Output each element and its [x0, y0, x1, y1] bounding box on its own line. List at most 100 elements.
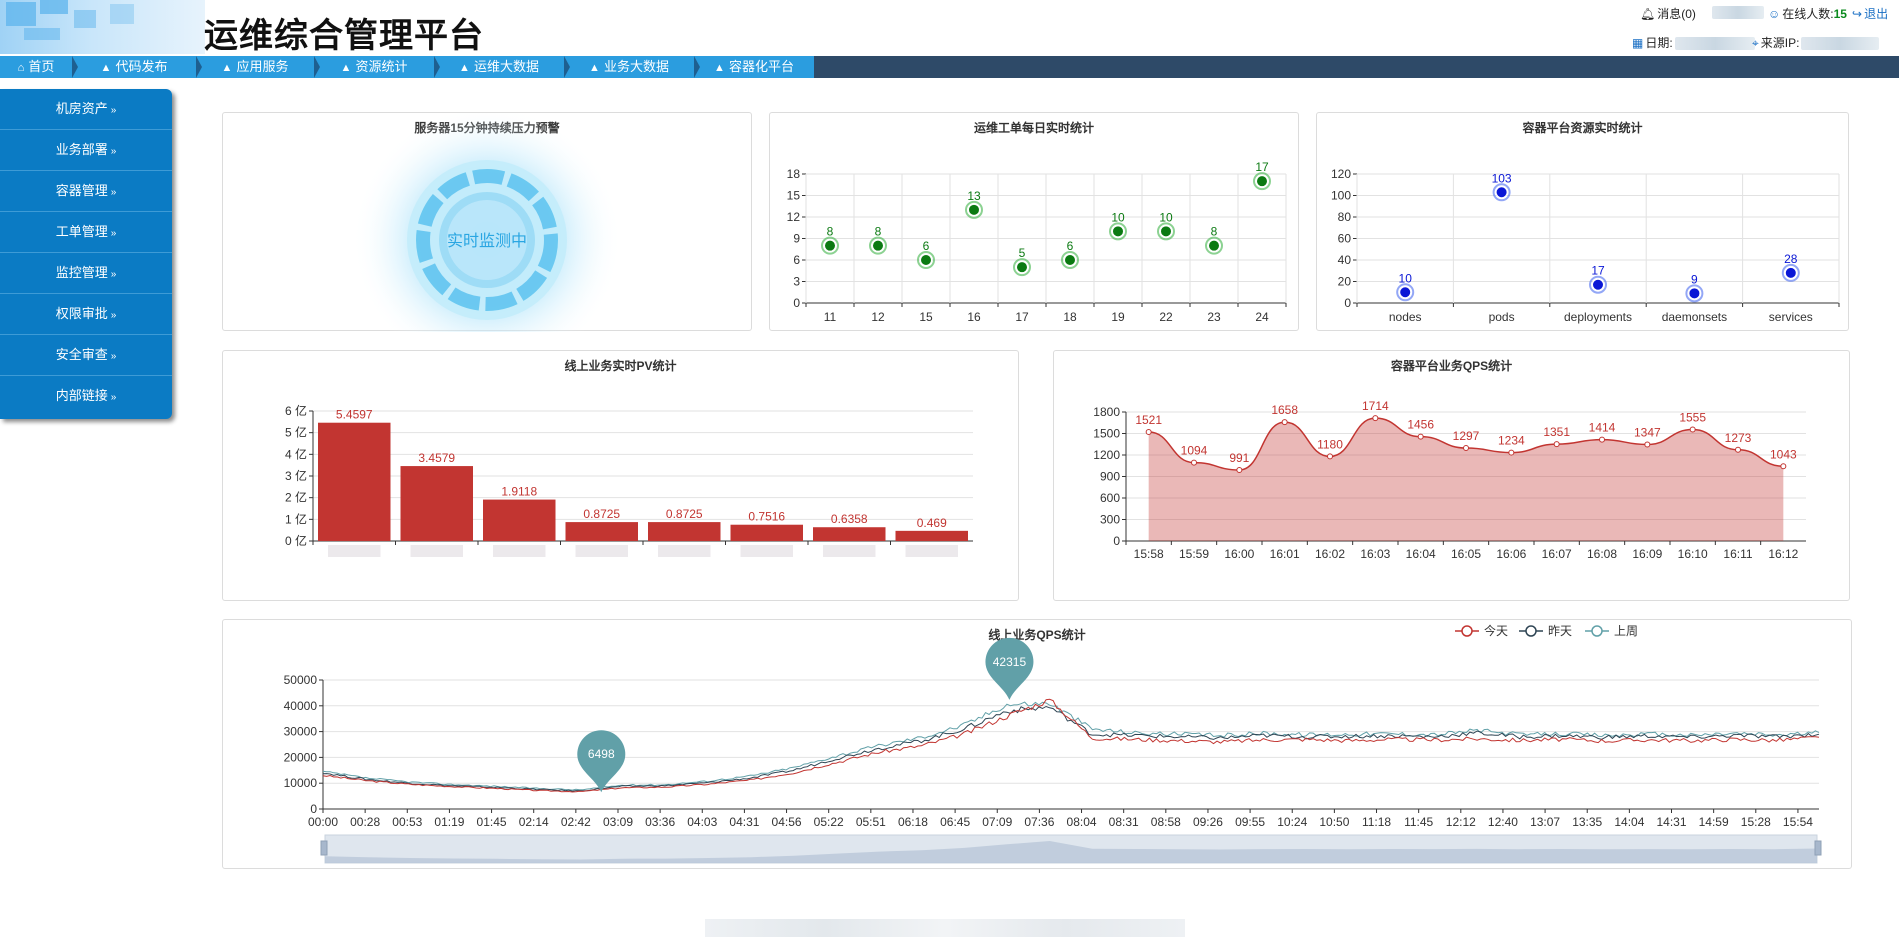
data-label: 10: [1111, 210, 1125, 224]
point-ring: [821, 236, 839, 255]
page-title: 运维综合管理平台: [204, 16, 484, 56]
nav-container-platform[interactable]: ▲ 容器化平台: [694, 56, 814, 78]
x-tick-label: deployments: [1564, 310, 1632, 324]
source-ip-blurred: [1801, 37, 1880, 51]
nav-code-release[interactable]: ▲ 代码发布: [72, 56, 202, 78]
data-point: [1688, 287, 1701, 300]
triangle-warning-icon: ▲: [340, 62, 352, 74]
data-point: [1735, 446, 1741, 453]
nav-biz-bigdata[interactable]: ▲ 业务大数据: [564, 56, 700, 78]
y-tick-label: 600: [1100, 491, 1120, 505]
pv-chart: 0 亿 1 亿 2 亿 3 亿 4 亿 5 亿 6 亿 5.4597 3.4579 1.9118 0…: [285, 403, 973, 557]
x-tick-label: 16:10: [1678, 547, 1708, 561]
x-tick-label: 00:28: [350, 815, 380, 829]
x-tick-label: 07:36: [1024, 815, 1054, 829]
sidebar-item-internal-links[interactable]: 内部链接»: [55, 388, 117, 403]
x-tick-label: 16: [967, 310, 981, 324]
x-tick-label: 22: [1159, 310, 1173, 324]
triangle-warning-icon: ▲: [589, 62, 600, 74]
x-tick-label: 10:24: [1277, 815, 1307, 829]
data-point: [1508, 449, 1515, 456]
users-icon: ☺: [1768, 7, 1781, 21]
point-ring: [917, 251, 935, 269]
y-tick-label: 0: [793, 296, 800, 310]
x-tick-label: 16:07: [1542, 547, 1572, 561]
qps-container-chart: 0 300 600 900 1200 1500 1800 15:58 1521 15:59 1094…: [1093, 399, 1806, 561]
y-tick-label: 0: [310, 802, 317, 816]
qps-online-chart: 0 10000 20000 30000 40000 50000 00:00 00:28 00:5…: [284, 623, 1822, 864]
y-tick-label: 5 亿: [285, 425, 307, 440]
data-label: 17: [1591, 264, 1605, 278]
x-tick-label: 05:22: [814, 815, 844, 829]
logout-link[interactable]: 退出: [1864, 7, 1889, 21]
x-tick-label: services: [1769, 310, 1813, 324]
data-label: 1043: [1770, 447, 1797, 461]
x-tick-label: 17: [1015, 310, 1029, 324]
data-label: 1658: [1271, 403, 1298, 417]
marker-pin: [985, 637, 1034, 700]
data-point: [1495, 186, 1508, 199]
data-label: 1714: [1362, 399, 1389, 413]
top-nav: ⌂ 首页 ▲ 代码发布 ▲ 应用服务 ▲ 资源统计 ▲ 运维大数据 ▲ 业务大数据 ▲ 容器化…: [0, 56, 1899, 78]
data-label: 17: [1255, 160, 1269, 174]
x-tick-label: 04:03: [687, 815, 717, 829]
y-tick-label: 1500: [1093, 427, 1120, 441]
x-tick-label: 05:51: [856, 815, 886, 829]
nav-app-service[interactable]: ▲ 应用服务: [196, 56, 320, 78]
x-tick-label: 16:12: [1768, 547, 1798, 561]
sidebar-item-monitor-mgmt[interactable]: 监控管理»: [0, 253, 172, 294]
x-tick-label-blurred: [740, 545, 793, 557]
point-ring: [1589, 275, 1607, 294]
bar: [648, 522, 721, 541]
x-tick-label: 16:05: [1451, 547, 1481, 561]
bar-value-label: 5.4597: [336, 408, 373, 422]
nav-resource-stats[interactable]: ▲ 资源统计: [314, 56, 440, 78]
sidebar-item-security[interactable]: 安全审查»: [0, 335, 172, 376]
container-chart: 0 20 40 60 80 100 120 nodes 10 pods 103 deployments…: [1331, 167, 1840, 324]
sidebar-item-biz-deploy[interactable]: 业务部署»: [0, 130, 172, 171]
x-tick-label: 16:11: [1723, 547, 1752, 561]
footer-copyright-blurred: [705, 919, 1185, 937]
x-tick-label: 16:02: [1315, 547, 1345, 561]
data-label: 1414: [1589, 421, 1616, 435]
y-tick-label: 0: [1344, 296, 1351, 310]
data-point: [1553, 441, 1560, 448]
sidebar-item-container-mgmt[interactable]: 容器管理»: [0, 171, 172, 212]
workorder-panel-title: 运维工单每日实时统计: [973, 121, 1094, 135]
point-ring: [1685, 284, 1704, 303]
data-point: [1112, 225, 1124, 238]
triangle-warning-icon: ▲: [221, 62, 233, 74]
triangle-warning-icon: ▲: [459, 62, 470, 74]
data-label: 1297: [1453, 429, 1480, 443]
y-tick-label: 0 亿: [285, 533, 307, 548]
messages-link[interactable]: 消息(0): [1657, 7, 1696, 21]
chevron-double-down-icon: »: [110, 146, 117, 157]
y-tick-label: 120: [1331, 167, 1351, 181]
x-tick-label: 13:35: [1572, 815, 1602, 829]
data-zoom-handle-right: [1814, 840, 1822, 856]
data-label: 6: [923, 239, 930, 253]
bar: [895, 530, 968, 541]
y-tick-label: 1800: [1093, 405, 1120, 419]
x-tick-label: 14:59: [1699, 815, 1729, 829]
x-tick-label: 13:07: [1530, 815, 1560, 829]
sidebar-item-permission[interactable]: 权限审批»: [0, 294, 172, 335]
y-tick-label: 6: [793, 253, 800, 267]
nav-home[interactable]: ⌂ 首页: [0, 56, 78, 78]
sidebar-item-datacenter-assets[interactable]: 机房资产»: [0, 89, 172, 130]
data-point: [1780, 463, 1787, 470]
series-line-yesterday: [322, 705, 1820, 792]
chevron-double-down-icon: »: [110, 228, 117, 239]
pressure-gauge: 实时监测中: [352, 113, 622, 332]
data-label: 9: [1691, 272, 1698, 286]
y-tick-label: 4 亿: [285, 446, 307, 461]
bell-icon: 🔔︎: [1640, 7, 1656, 21]
y-tick-label: 20000: [284, 750, 318, 764]
nav-ops-bigdata[interactable]: ▲ 运维大数据: [434, 56, 570, 78]
point-ring: [1396, 283, 1415, 302]
x-tick-label: 24: [1255, 310, 1269, 324]
sidebar-item-workorder-mgmt[interactable]: 工单管理»: [0, 212, 172, 253]
bar-value-label: 0.7516: [748, 510, 785, 524]
data-label: 8: [827, 225, 834, 239]
calendar-icon: ▦: [1632, 36, 1644, 50]
